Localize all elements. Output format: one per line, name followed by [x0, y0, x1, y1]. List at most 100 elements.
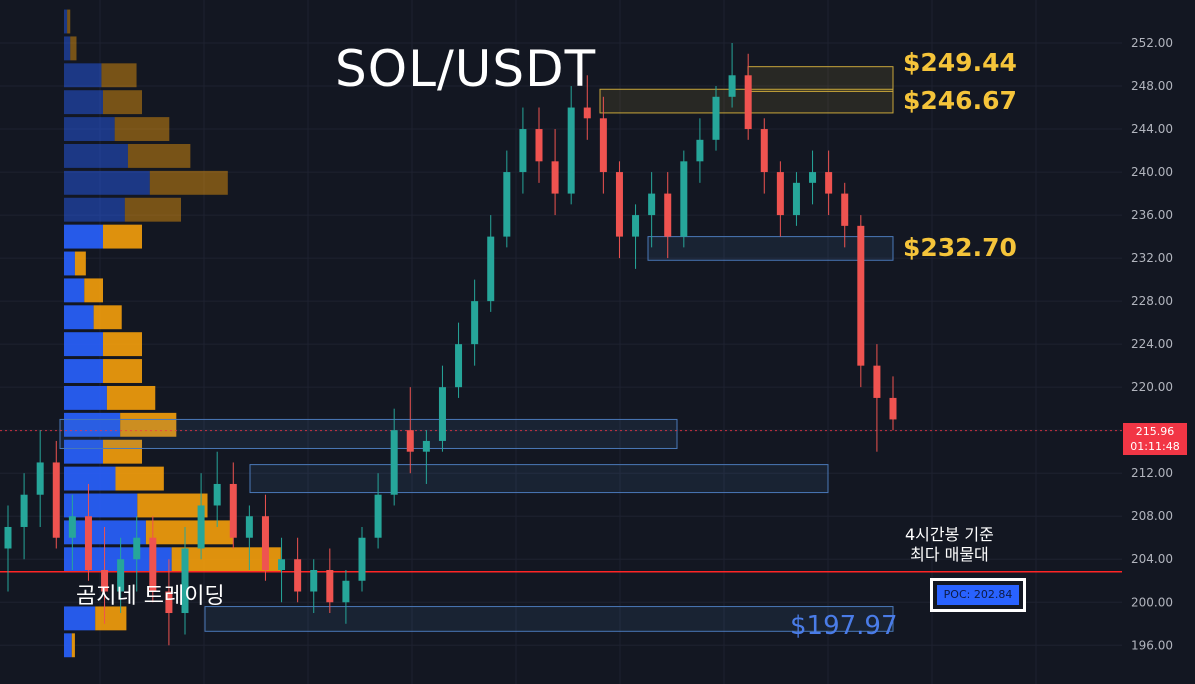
- volume-bar-sell: [71, 633, 75, 658]
- volume-bar-sell: [120, 412, 177, 437]
- y-tick-label: 200.00: [1131, 595, 1173, 609]
- volume-bar-buy: [64, 197, 125, 222]
- chart-title: SOL/USDT: [335, 40, 597, 98]
- volume-bar-sell: [127, 144, 191, 168]
- candle-countdown: 01:11:48: [1130, 440, 1180, 453]
- volume-bar-buy: [64, 117, 115, 141]
- volume-bar-sell: [149, 170, 228, 195]
- volume-bar-buy: [64, 36, 71, 61]
- candle-body: [390, 430, 398, 495]
- candle-body: [503, 172, 511, 237]
- volume-bar-sell: [103, 332, 142, 357]
- candle-body: [744, 75, 752, 130]
- volume-bar-sell: [101, 63, 137, 88]
- candle-body: [455, 344, 463, 388]
- candle-body: [197, 505, 205, 549]
- volume-bar-sell: [171, 547, 281, 572]
- last-price-value: 215.96: [1135, 425, 1175, 438]
- volume-bar-sell: [103, 224, 142, 249]
- volume-bar-buy: [64, 90, 103, 115]
- y-tick-label: 208.00: [1131, 509, 1173, 523]
- y-tick-label: 224.00: [1131, 337, 1173, 351]
- volume-bar-buy: [64, 633, 72, 658]
- candle-body: [406, 430, 414, 452]
- candle-body: [261, 516, 269, 570]
- resistance-price-label: $249.44: [903, 48, 1017, 77]
- candle-body: [728, 75, 736, 97]
- volume-bar-buy: [64, 63, 102, 88]
- candle-body: [294, 559, 302, 592]
- volume-bar-buy: [64, 359, 103, 383]
- y-tick-label: 196.00: [1131, 638, 1173, 652]
- volume-bar-sell: [137, 493, 208, 518]
- candle-body: [4, 526, 12, 549]
- volume-bar-buy: [64, 9, 68, 34]
- candle-body: [889, 397, 897, 420]
- y-tick-label: 248.00: [1131, 79, 1173, 93]
- poc-label: POC: 202.84: [937, 585, 1019, 605]
- volume-bar-sell: [103, 439, 142, 464]
- candle-body: [535, 129, 543, 162]
- volume-bar-sell: [124, 197, 181, 222]
- candlestick-series: [4, 43, 897, 646]
- volume-profile: [64, 9, 281, 658]
- candle-body: [52, 462, 60, 538]
- y-tick-label: 236.00: [1131, 208, 1173, 222]
- price-axis[interactable]: 196.00200.00204.00208.00212.00216.00220.…: [1131, 36, 1173, 652]
- poc-note: 4시간봉 기준 최다 매물대: [905, 525, 994, 565]
- y-tick-label: 228.00: [1131, 294, 1173, 308]
- candle-body: [615, 172, 623, 237]
- candle-body: [583, 107, 591, 119]
- candle-body: [245, 516, 253, 538]
- candle-body: [101, 570, 109, 592]
- candle-body: [165, 591, 173, 614]
- volume-bar-sell: [84, 278, 103, 303]
- candle-body: [133, 537, 141, 560]
- brand-label: 곰지네 트레이딩: [76, 584, 225, 609]
- volume-bar-sell: [103, 359, 142, 383]
- volume-bar-buy: [64, 606, 96, 631]
- candle-body: [792, 182, 800, 216]
- candle-body: [873, 365, 881, 398]
- volume-bar-sell: [114, 117, 170, 141]
- candle-body: [149, 537, 157, 592]
- candle-body: [648, 193, 656, 216]
- volume-bar-sell: [106, 385, 156, 410]
- candle-body: [487, 236, 495, 302]
- candle-body: [68, 516, 76, 538]
- candle-body: [519, 129, 527, 173]
- candle-body: [551, 161, 559, 194]
- volume-bar-buy: [64, 144, 128, 168]
- price-zone: [747, 66, 894, 92]
- price-zone: [59, 418, 678, 449]
- candle-body: [213, 483, 221, 506]
- candle-body: [422, 440, 430, 452]
- poc-note-line: 최다 매물대: [910, 545, 989, 564]
- volume-bar-buy: [64, 466, 116, 491]
- candle-body: [825, 172, 833, 194]
- candle-body: [117, 559, 125, 592]
- candle-body: [326, 570, 334, 603]
- candle-body: [342, 580, 350, 603]
- poc-badge: POC: 202.84: [930, 578, 1026, 612]
- y-tick-label: 220.00: [1131, 380, 1173, 394]
- y-tick-label: 244.00: [1131, 122, 1173, 136]
- candle-body: [278, 559, 286, 570]
- candle-body: [696, 139, 704, 162]
- price-zone: [647, 236, 894, 261]
- poc-note-line: 4시간봉 기준: [905, 525, 994, 544]
- volume-bar-buy: [64, 224, 103, 249]
- candle-body: [857, 225, 865, 366]
- volume-bar-sell: [93, 305, 122, 330]
- y-tick-label: 240.00: [1131, 165, 1173, 179]
- candle-body: [809, 172, 817, 183]
- candle-body: [841, 193, 849, 226]
- volume-bar-sell: [95, 606, 127, 631]
- support-price-label: $197.97: [790, 611, 898, 641]
- candle-body: [438, 387, 446, 441]
- volume-bar-buy: [64, 332, 103, 357]
- last-price-badge: 215.96 01:11:48: [1123, 423, 1187, 455]
- volume-bar-sell: [74, 251, 86, 276]
- candle-body: [760, 129, 768, 173]
